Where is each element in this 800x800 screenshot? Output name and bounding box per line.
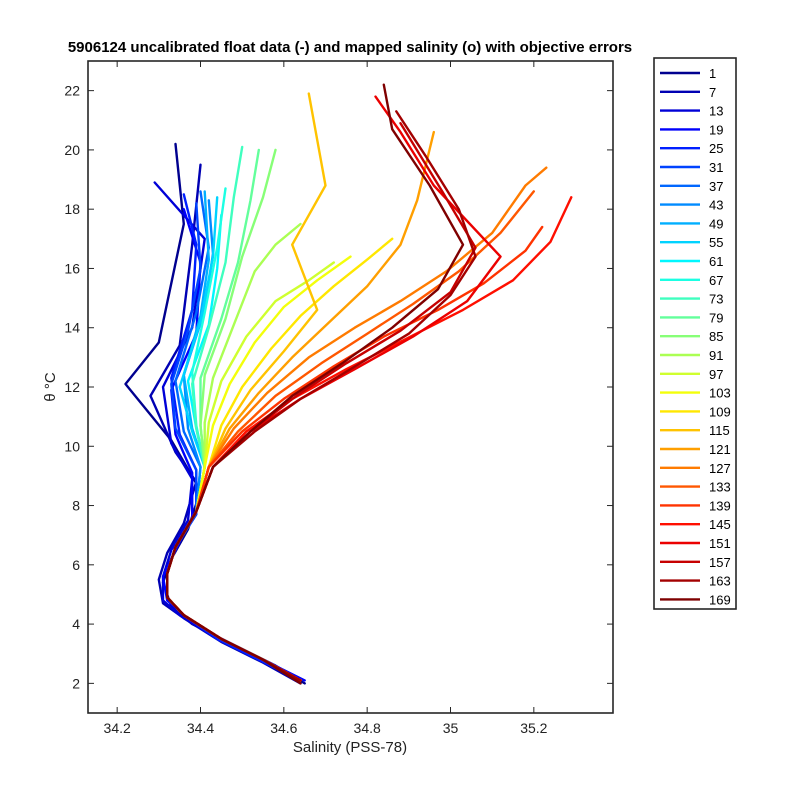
- legend-items: 1 7 13 19 25 31 37 43 49 55 61 67 73 79 85 91 97 103 109 11…: [660, 66, 731, 607]
- x-axis-label: Salinity (PSS-78): [293, 739, 407, 756]
- plot-area: 34.2 34.4 34.6 34.8 35 35.2 2 4 6 8 10 12 14 16 18 20 22: [64, 60, 614, 736]
- chart-title: 5906124 uncalibrated float data (-) and …: [68, 39, 632, 56]
- x-tick-label: 34.4: [187, 720, 214, 736]
- legend-label-97: 97: [709, 367, 723, 382]
- legend-label-79: 79: [709, 310, 723, 325]
- legend-label-163: 163: [709, 574, 731, 589]
- series-layer: [124, 83, 573, 685]
- x-tick-label: 34.6: [270, 720, 297, 736]
- x-tick-label: 35: [443, 720, 459, 736]
- y-tick-label: 6: [72, 557, 80, 573]
- legend-label-43: 43: [709, 198, 723, 213]
- legend-label-49: 49: [709, 216, 723, 231]
- legend-label-115: 115: [709, 423, 730, 438]
- legend-label-85: 85: [709, 329, 723, 344]
- legend-label-61: 61: [709, 254, 723, 269]
- y-tick-label: 20: [64, 142, 80, 158]
- y-tick-label: 14: [64, 320, 80, 336]
- legend-label-1: 1: [709, 66, 716, 81]
- y-tick-label: 10: [64, 438, 80, 454]
- plot-background: [88, 61, 613, 713]
- x-tick-label: 34.2: [104, 720, 131, 736]
- legend-label-145: 145: [709, 517, 731, 532]
- legend-label-109: 109: [709, 404, 731, 419]
- legend-label-103: 103: [709, 386, 731, 401]
- legend-label-37: 37: [709, 179, 723, 194]
- legend-label-133: 133: [709, 480, 731, 495]
- y-tick-label: 22: [64, 83, 80, 99]
- y-tick-label: 2: [72, 675, 80, 691]
- legend-label-25: 25: [709, 141, 723, 156]
- y-axis-label: θ °C: [42, 372, 59, 402]
- legend-box: [653, 57, 737, 610]
- legend-label-157: 157: [709, 555, 731, 570]
- legend-label-127: 127: [709, 461, 731, 476]
- y-tick-label: 8: [72, 498, 80, 514]
- legend-label-7: 7: [709, 85, 716, 100]
- legend-label-55: 55: [709, 235, 723, 250]
- legend-label-139: 139: [709, 498, 731, 513]
- legend-label-31: 31: [709, 160, 723, 175]
- y-tick-label: 4: [72, 616, 80, 632]
- legend-label-91: 91: [709, 348, 723, 363]
- y-tick-label: 16: [64, 260, 80, 276]
- legend-label-169: 169: [709, 592, 731, 607]
- legend-label-121: 121: [709, 442, 731, 457]
- tick-layer: 34.2 34.4 34.6 34.8 35 35.2 2 4 6 8 10 12 14 16 18 20 22: [64, 61, 613, 736]
- y-tick-label: 18: [64, 201, 80, 217]
- legend-label-73: 73: [709, 292, 723, 307]
- legend-label-19: 19: [709, 122, 723, 137]
- x-tick-label: 35.2: [520, 720, 547, 736]
- series-line-169: [165, 83, 465, 685]
- x-tick-label: 34.8: [354, 720, 381, 736]
- y-tick-label: 12: [64, 379, 80, 395]
- legend: 1 7 13 19 25 31 37 43 49 55 61 67 73 79 85 91 97 103 109 11…: [653, 57, 737, 610]
- legend-label-67: 67: [709, 273, 723, 288]
- legend-label-13: 13: [709, 104, 723, 119]
- legend-label-151: 151: [709, 536, 731, 551]
